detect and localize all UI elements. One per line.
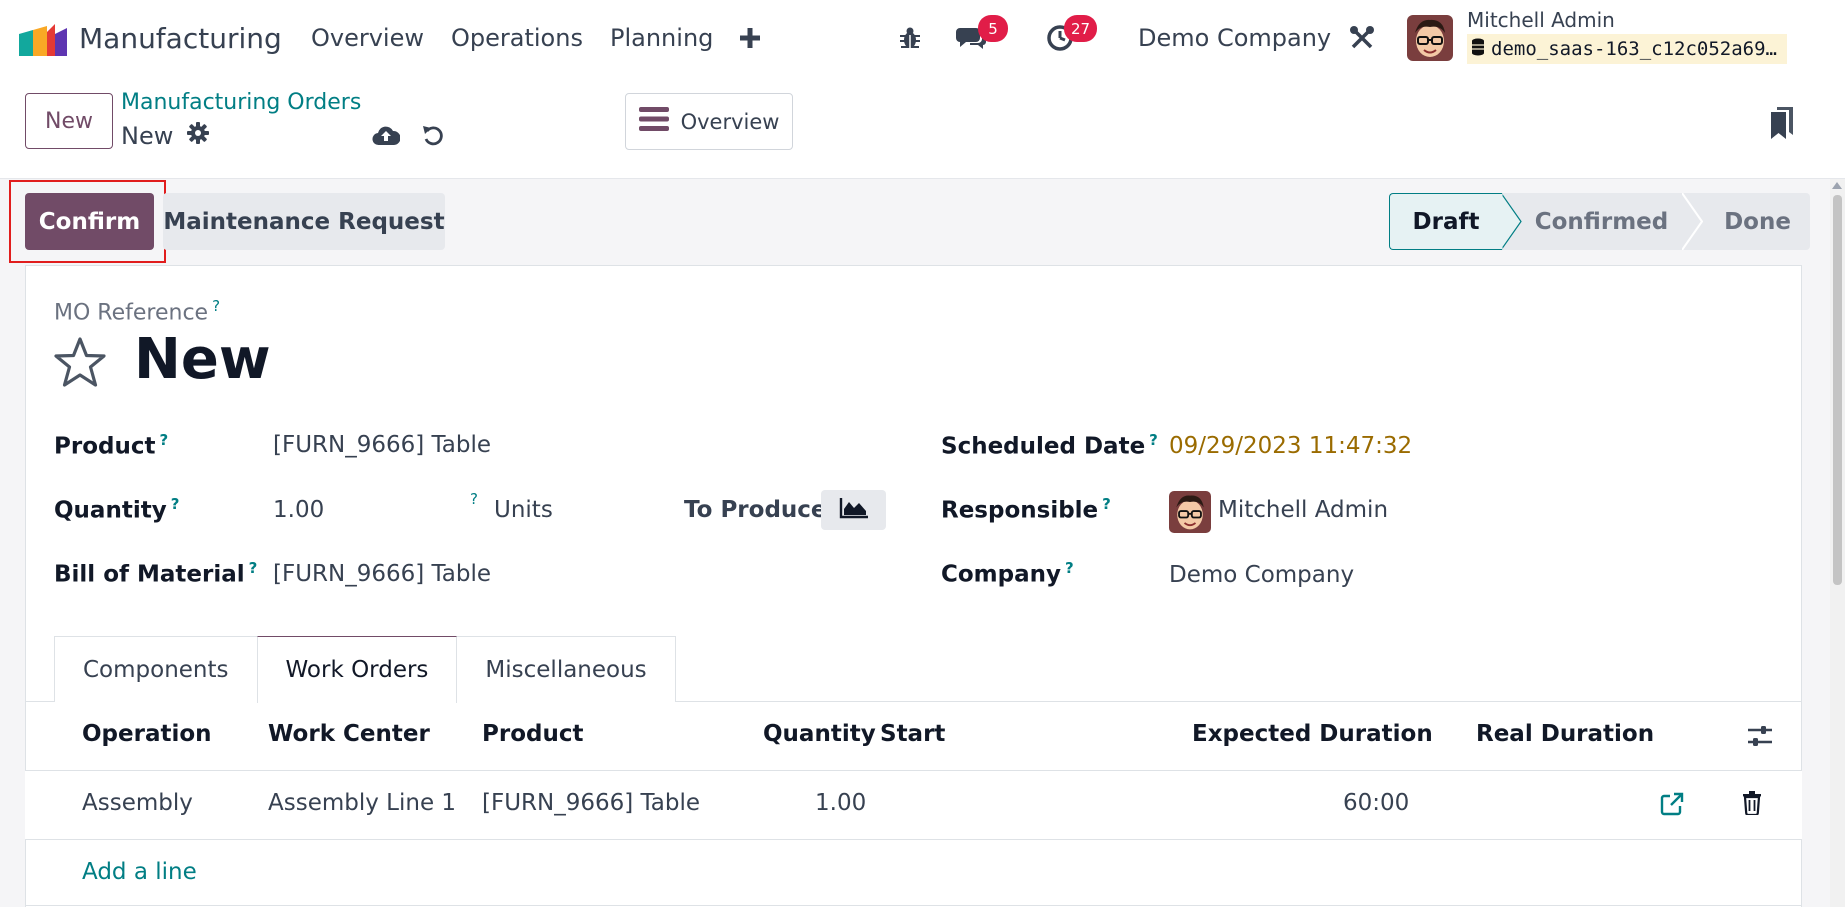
- messages-badge: 5: [978, 15, 1008, 42]
- col-quantity[interactable]: Quantity: [763, 721, 876, 747]
- mo-title[interactable]: New: [134, 327, 271, 392]
- scrollbar-thumb[interactable]: [1833, 195, 1842, 585]
- company-field[interactable]: Demo Company: [1169, 562, 1355, 588]
- mo-reference-label: MO Reference?: [54, 297, 221, 326]
- help-marker[interactable]: ?: [1102, 495, 1111, 513]
- help-marker[interactable]: ?: [248, 559, 258, 577]
- cell-operation[interactable]: Assembly: [82, 790, 193, 816]
- bookmark-icon[interactable]: [1770, 106, 1794, 140]
- maintenance-request-button[interactable]: Maintenance Request: [163, 193, 445, 250]
- stage-done-label: Done: [1724, 208, 1791, 235]
- app-name[interactable]: Manufacturing: [79, 21, 282, 55]
- breadcrumb-current: New: [121, 122, 210, 150]
- menu-operations[interactable]: Operations: [451, 24, 583, 52]
- confirm-highlight-box: [9, 180, 166, 263]
- tab-work-orders[interactable]: Work Orders: [256, 636, 458, 703]
- col-work-center[interactable]: Work Center: [268, 721, 430, 747]
- product-field[interactable]: [FURN_9666] Table: [273, 432, 492, 458]
- new-button[interactable]: New: [25, 93, 113, 149]
- area-chart-icon: [839, 497, 869, 523]
- user-name[interactable]: Mitchell Admin: [1467, 8, 1615, 32]
- uom-field[interactable]: Units: [494, 497, 553, 523]
- stage-confirmed[interactable]: Confirmed: [1502, 193, 1703, 250]
- table-row-divider: [25, 839, 1802, 840]
- to-produce-label: To Produce: [684, 497, 827, 523]
- app-logo-icon[interactable]: [19, 24, 67, 56]
- tabs-divider: [25, 701, 1802, 702]
- plus-icon[interactable]: [738, 18, 762, 58]
- cell-product[interactable]: [FURN_9666] Table: [482, 790, 701, 816]
- cell-quantity[interactable]: 1.00: [815, 790, 867, 816]
- status-bar: Draft Confirmed Done: [1389, 193, 1810, 250]
- menu-overview[interactable]: Overview: [311, 24, 424, 52]
- star-icon[interactable]: [52, 335, 108, 391]
- responsible-label: Responsible?: [941, 495, 1111, 524]
- stage-draft-label: Draft: [1412, 208, 1480, 235]
- stage-confirmed-label: Confirmed: [1534, 208, 1669, 235]
- column-settings-icon[interactable]: [1747, 723, 1773, 749]
- tab-components[interactable]: Components: [54, 636, 258, 702]
- company-label: Company?: [941, 559, 1074, 588]
- database-icon: [1471, 38, 1485, 61]
- help-marker[interactable]: ?: [170, 495, 180, 513]
- responsible-field[interactable]: Mitchell Admin: [1218, 497, 1389, 523]
- col-operation[interactable]: Operation: [82, 721, 212, 747]
- tools-icon[interactable]: [1348, 18, 1376, 58]
- bug-icon[interactable]: [898, 18, 922, 58]
- overview-button[interactable]: Overview: [625, 93, 793, 150]
- table-row[interactable]: [25, 771, 1802, 839]
- col-real-duration[interactable]: Real Duration: [1476, 721, 1655, 747]
- record-name: New: [121, 122, 174, 150]
- confirm-button[interactable]: Confirm: [25, 193, 154, 250]
- help-marker[interactable]: ?: [212, 297, 221, 315]
- database-name: demo_saas-163_c12c052a69…: [1491, 38, 1777, 60]
- product-label: Product?: [54, 431, 169, 460]
- forecast-graph-button[interactable]: [821, 490, 886, 530]
- cell-expected-duration[interactable]: 60:00: [1343, 790, 1410, 816]
- table-header-divider: [25, 770, 1802, 771]
- responsible-avatar: [1169, 491, 1211, 533]
- add-line-link[interactable]: Add a line: [82, 859, 197, 885]
- table-bottom-divider: [25, 905, 1802, 906]
- database-label: demo_saas-163_c12c052a69…: [1467, 34, 1787, 64]
- help-marker[interactable]: ?: [1149, 431, 1158, 449]
- col-expected-duration[interactable]: Expected Duration: [1192, 721, 1433, 747]
- cell-work-center[interactable]: Assembly Line 1: [268, 790, 457, 816]
- overview-label: Overview: [680, 109, 780, 134]
- company-switcher[interactable]: Demo Company: [1138, 24, 1332, 52]
- external-link-icon[interactable]: [1659, 791, 1685, 817]
- scheduled-date-field[interactable]: 09/29/2023 11:47:32: [1169, 433, 1413, 459]
- col-product[interactable]: Product: [482, 721, 584, 747]
- undo-icon[interactable]: [420, 122, 446, 148]
- notebook-tabs: Components Work Orders Miscellaneous: [54, 636, 676, 703]
- scheduled-date-label: Scheduled Date?: [941, 431, 1158, 460]
- stage-done[interactable]: Done: [1683, 193, 1810, 250]
- help-marker[interactable]: ?: [159, 431, 169, 449]
- top-navbar: Manufacturing Overview Operations Planni…: [0, 0, 1845, 77]
- cloud-upload-icon[interactable]: [372, 122, 400, 148]
- help-marker[interactable]: ?: [1065, 559, 1074, 577]
- quantity-label: Quantity?: [54, 495, 180, 524]
- col-start[interactable]: Start: [880, 721, 946, 747]
- tab-miscellaneous[interactable]: Miscellaneous: [456, 636, 676, 702]
- bom-label: Bill of Material?: [54, 559, 258, 588]
- stage-draft[interactable]: Draft: [1389, 193, 1522, 250]
- user-avatar[interactable]: [1407, 15, 1453, 61]
- scroll-up-icon[interactable]: [1832, 182, 1842, 189]
- hamburger-icon: [638, 106, 669, 137]
- quantity-field[interactable]: 1.00: [273, 497, 325, 523]
- breadcrumb-manufacturing-orders[interactable]: Manufacturing Orders: [121, 90, 362, 115]
- menu-planning[interactable]: Planning: [610, 24, 714, 52]
- control-panel-divider: [0, 178, 1845, 179]
- activities-badge: 27: [1064, 15, 1098, 42]
- uom-help-marker[interactable]: ?: [470, 490, 478, 508]
- bom-field[interactable]: [FURN_9666] Table: [273, 561, 492, 587]
- gear-icon[interactable]: [187, 122, 210, 150]
- trash-icon[interactable]: [1740, 790, 1764, 816]
